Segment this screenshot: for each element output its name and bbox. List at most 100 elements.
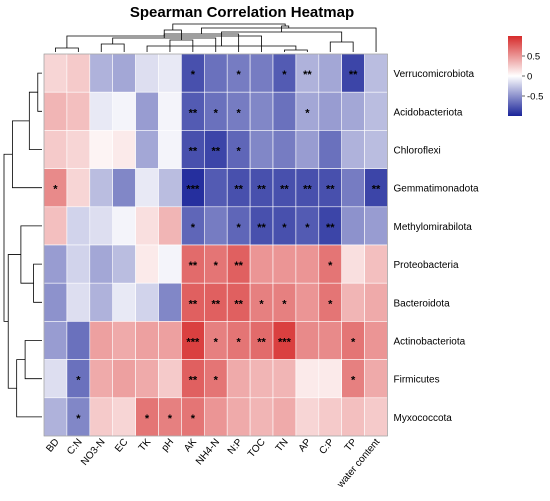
significance-mark: ** [257, 337, 266, 349]
heatmap-cell [295, 282, 320, 322]
heatmap-cell [66, 168, 91, 208]
heatmap-cell [135, 91, 159, 131]
heatmap-cell [364, 130, 388, 169]
heatmap-cell [89, 91, 114, 131]
significance-mark: * [53, 184, 58, 196]
heatmap-cell [112, 244, 136, 284]
column-dendrogram-link [55, 47, 79, 52]
row-label: Firmicutes [394, 375, 440, 386]
significance-mark: * [191, 413, 196, 425]
significance-mark: * [282, 222, 287, 234]
heatmap-cell [158, 53, 182, 93]
heatmap-cell [364, 397, 388, 437]
heatmap-cell [135, 53, 159, 93]
row-label: Verrucomicrobiota [394, 69, 475, 80]
heatmap-cell [66, 282, 91, 322]
column-label: AP [297, 437, 314, 455]
significance-mark: * [214, 337, 219, 349]
significance-mark: ** [326, 184, 335, 196]
heatmap-border [43, 53, 388, 437]
significance-mark: * [259, 298, 264, 310]
significance-mark: ** [189, 298, 198, 310]
heatmap-cell [318, 321, 342, 360]
column-label: pH [160, 437, 177, 454]
significance-mark: ** [280, 184, 289, 196]
significance-mark: ** [234, 298, 243, 310]
significance-mark: * [328, 298, 333, 310]
column-dendrogram-link [221, 31, 343, 46]
heatmap-cell [112, 206, 136, 246]
heatmap-cell [272, 91, 297, 131]
significance-mark: ** [326, 222, 335, 234]
significance-mark: * [237, 337, 242, 349]
column-label: N:P [226, 437, 245, 457]
row-label: Proteobacteria [394, 260, 459, 271]
significance-mark: * [351, 375, 356, 387]
row-dendrogram-link [37, 72, 42, 112]
significance-mark: ** [189, 260, 198, 272]
significance-mark: * [237, 107, 242, 119]
row-dendrogram-link [24, 340, 42, 380]
column-dendrogram-link [112, 37, 217, 52]
chart-title: Spearman Correlation Heatmap [130, 4, 354, 21]
significance-mark: ** [303, 184, 312, 196]
heatmap-cell [341, 244, 365, 284]
significance-mark: * [191, 222, 196, 234]
row-label: Bacteroidota [394, 298, 451, 309]
heatmap-cell [112, 53, 136, 93]
colorbar-tick-label: 0 [527, 72, 532, 83]
significance-mark: * [214, 375, 219, 387]
significance-mark: * [305, 107, 310, 119]
heatmap-cell [43, 359, 68, 399]
column-dendrogram-link [281, 25, 290, 32]
column-dendrogram-link [329, 41, 354, 52]
heatmap-cell [204, 397, 228, 437]
row-label: Chloroflexi [394, 146, 441, 157]
heatmap-cell [341, 282, 365, 322]
heatmap-cell [43, 206, 68, 246]
heatmap-cell [135, 168, 159, 208]
heatmap-cell [112, 397, 136, 437]
row-dendrogram-link [12, 120, 42, 189]
heatmap-cell [66, 206, 91, 246]
heatmap-cell [135, 206, 159, 246]
heatmap-cell [135, 359, 159, 399]
significance-mark: ** [189, 146, 198, 158]
heatmap-cell [318, 53, 342, 93]
heatmap-cell [158, 206, 182, 246]
row-labels: Verrucomicrobiota Acidobacteriota Chlorofl… [394, 69, 479, 424]
column-label: NH4-N [194, 437, 222, 467]
significance-mark: ** [257, 184, 266, 196]
column-dendrogram-link [163, 29, 182, 40]
significance-mark: * [191, 69, 196, 81]
column-dendrogram-link [284, 49, 308, 52]
significance-marks: * * * ** **** * * *** ** ** *** ** ** ** ** ** *** * ** * * *… [53, 69, 381, 425]
heatmap-cell [89, 244, 114, 284]
column-label: AK [182, 437, 199, 455]
significance-mark: *** [186, 184, 200, 196]
heatmap-cell [364, 282, 388, 322]
column-dendrogram-link [163, 33, 240, 52]
heatmap-cell [89, 206, 114, 246]
heatmap-cell [158, 359, 182, 399]
heatmap-cell [43, 244, 68, 284]
heatmap-cell [341, 206, 365, 246]
heatmap-cell [341, 130, 365, 169]
heatmap-cell [272, 397, 297, 437]
row-dendrogram [3, 72, 42, 418]
row-label: Myxococcota [394, 413, 453, 424]
heatmap-cell [89, 321, 114, 360]
heatmap-cell [364, 91, 388, 131]
heatmap-cell [249, 397, 274, 437]
heatmap-cell [158, 168, 182, 208]
colorbar-tick-label: 0.5 [527, 52, 540, 63]
significance-mark: ** [189, 375, 198, 387]
heatmap-cell [318, 397, 342, 437]
significance-mark: ** [349, 69, 358, 81]
heatmap-cell [226, 397, 251, 437]
heatmap-cell [66, 321, 91, 360]
row-dendrogram-link [16, 359, 42, 418]
column-label: C:N [65, 437, 85, 457]
significance-mark: * [214, 107, 219, 119]
